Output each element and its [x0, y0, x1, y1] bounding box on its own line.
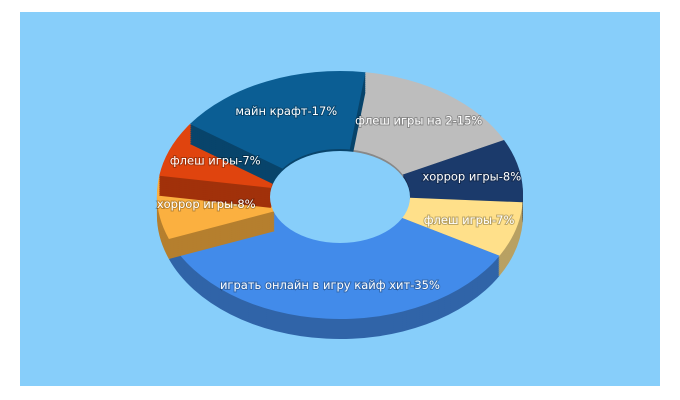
slice-top [402, 140, 523, 203]
data-label: флеш игры на 2-15% [355, 114, 482, 128]
data-label: хоррор игры-8% [422, 169, 521, 183]
slice-top [189, 71, 366, 169]
data-label: хоррор игры-8% [157, 197, 256, 211]
slice-top [349, 72, 505, 175]
data-label: майн крафт-17% [235, 104, 337, 118]
data-label: флеш игры-7% [170, 154, 261, 168]
slice [168, 211, 500, 339]
data-label: играть онлайн в игру кайф хит-35% [220, 278, 440, 292]
data-label: флеш игры-7% [424, 213, 515, 227]
slice-top [401, 197, 523, 256]
donut-hole [270, 151, 410, 243]
slice-top [168, 211, 500, 319]
